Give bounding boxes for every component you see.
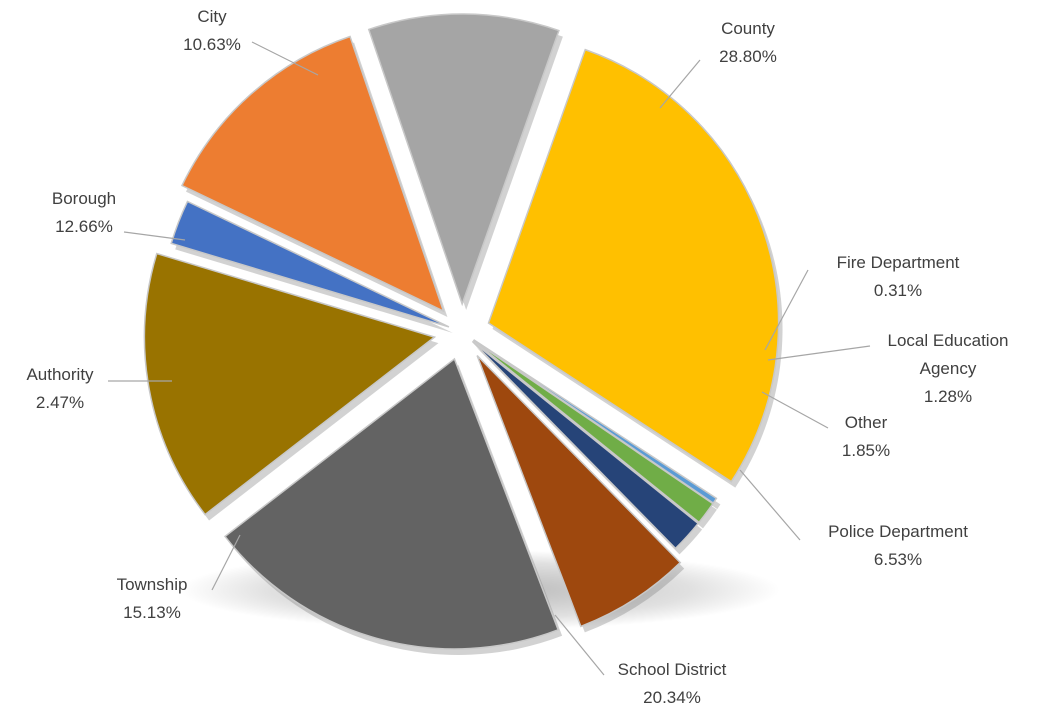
leader-lines: [108, 41, 871, 676]
slice-county: [487, 48, 780, 483]
slice-label-value: 10.63%: [183, 35, 241, 54]
leader-line-township: [211, 534, 241, 591]
slice-label-county: County 28.80%: [719, 19, 777, 66]
leader-line-city: [251, 41, 319, 76]
slice-label-city: City 10.63%: [183, 7, 241, 54]
slice-label-school-district: School District 20.34%: [618, 660, 727, 707]
slice-label-township: Township 15.13%: [117, 575, 188, 622]
slice-label-other: Other 1.85%: [842, 413, 890, 460]
slice-label-name: Fire Department: [837, 253, 960, 272]
slice-labels: County 28.80% Fire Department 0.31% Local Ed…: [26, 7, 1008, 707]
slice-label-name: Local Education: [888, 331, 1009, 350]
slice-label-name: Other: [845, 413, 888, 432]
slice-label-value: 1.85%: [842, 441, 890, 460]
slice-label-value: 2.47%: [36, 393, 84, 412]
slice-label-name: Authority: [26, 365, 94, 384]
slice-school-district: [224, 357, 560, 650]
slice-label-fire-department: Fire Department 0.31%: [837, 253, 960, 300]
slice-police-department: [476, 355, 682, 628]
slice-label-value: 0.31%: [874, 281, 922, 300]
slice-other: [471, 340, 700, 550]
slice-label-value: 20.34%: [643, 688, 701, 707]
slice-local-education-agency: [472, 339, 714, 524]
slice-borough: [180, 35, 445, 313]
slice-label-name: Agency: [920, 359, 977, 378]
slice-label-name: School District: [618, 660, 727, 679]
pie-slices: [143, 13, 783, 655]
leader-line-local-education-agency: [767, 345, 871, 361]
leader-line-borough: [123, 231, 186, 241]
slice-label-value: 6.53%: [874, 550, 922, 569]
slice-label-name: City: [197, 7, 227, 26]
slice-label-value: 1.28%: [924, 387, 972, 406]
leader-line-school-district: [554, 614, 605, 676]
slice-label-name: Borough: [52, 189, 116, 208]
slice-label-authority: Authority 2.47%: [26, 365, 94, 412]
slice-label-local-education-agency: Local Education Agency 1.28%: [888, 331, 1009, 406]
slice-label-name: Police Department: [828, 522, 968, 541]
slice-label-name: Township: [117, 575, 188, 594]
leader-line-county: [659, 59, 701, 109]
leader-line-fire-department: [764, 269, 809, 351]
slice-label-police-department: Police Department 6.53%: [828, 522, 968, 569]
slice-label-name: County: [721, 19, 775, 38]
slice-label-value: 15.13%: [123, 603, 181, 622]
slice-township: [143, 252, 437, 516]
leader-line-other: [761, 391, 829, 429]
slice-label-value: 28.80%: [719, 47, 777, 66]
slice-label-borough: Borough 12.66%: [52, 189, 116, 236]
slice-authority: [170, 200, 450, 328]
slice-label-value: 12.66%: [55, 217, 113, 236]
slice-city: [367, 13, 560, 307]
leader-line-police-department: [739, 469, 801, 541]
